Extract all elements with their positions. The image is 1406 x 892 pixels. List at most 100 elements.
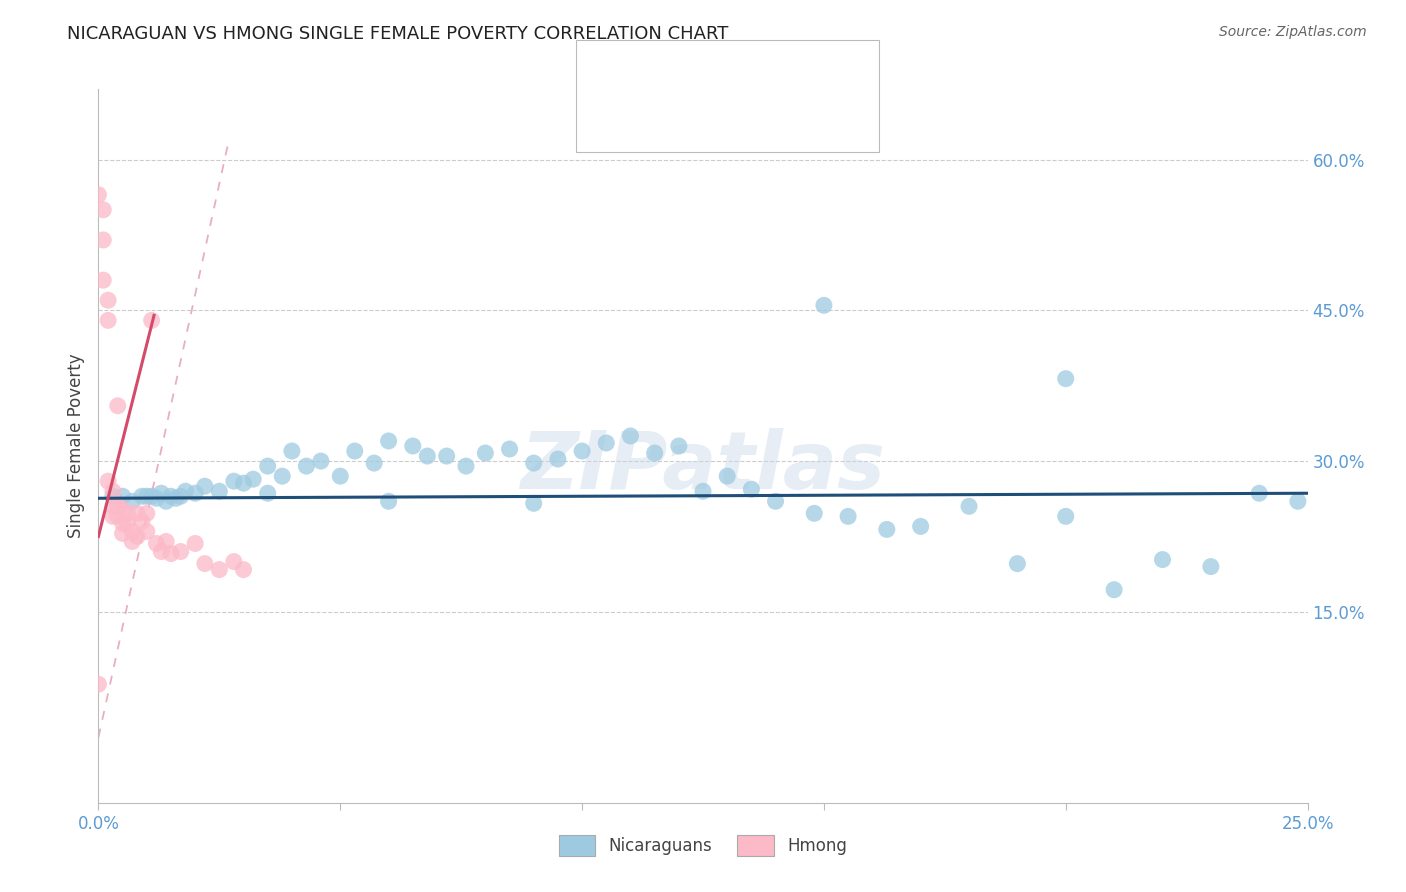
Point	[160, 489, 183, 503]
Point	[692, 484, 714, 499]
Point	[101, 489, 124, 503]
Point	[309, 454, 332, 468]
Point	[1054, 509, 1077, 524]
Text: R =: R =	[634, 62, 673, 81]
Point	[145, 536, 167, 550]
Point	[222, 555, 245, 569]
Point	[121, 494, 143, 508]
Text: 0.020: 0.020	[676, 62, 733, 81]
Point	[595, 436, 617, 450]
Point	[474, 446, 496, 460]
Point	[141, 313, 163, 327]
Point	[837, 509, 859, 524]
Point	[547, 452, 569, 467]
Point	[232, 563, 254, 577]
Point	[256, 459, 278, 474]
Point	[498, 442, 520, 456]
Text: ZIPatlas: ZIPatlas	[520, 428, 886, 507]
Point	[295, 459, 318, 474]
Point	[107, 500, 129, 514]
Text: N =: N =	[730, 112, 769, 130]
Point	[1249, 486, 1271, 500]
Point	[876, 523, 898, 537]
Point	[169, 489, 191, 503]
Text: 37: 37	[769, 112, 794, 130]
Point	[281, 444, 304, 458]
Point	[765, 494, 787, 508]
Point	[111, 516, 134, 531]
Point	[91, 273, 114, 287]
Point	[131, 515, 153, 529]
Legend: Nicaraguans, Hmong: Nicaraguans, Hmong	[553, 829, 853, 863]
Point	[174, 484, 197, 499]
Point	[97, 313, 120, 327]
Point	[1102, 582, 1125, 597]
Point	[523, 456, 546, 470]
Point	[222, 474, 245, 488]
Point	[1286, 494, 1309, 508]
Point	[957, 500, 980, 514]
Point	[402, 439, 425, 453]
Point	[127, 506, 149, 520]
Text: NICARAGUAN VS HMONG SINGLE FEMALE POVERTY CORRELATION CHART: NICARAGUAN VS HMONG SINGLE FEMALE POVERT…	[67, 25, 728, 43]
Point	[145, 491, 167, 506]
Point	[571, 444, 593, 458]
Point	[107, 399, 129, 413]
Point	[111, 526, 134, 541]
Point	[363, 456, 385, 470]
Point	[141, 489, 163, 503]
Point	[107, 509, 129, 524]
Point	[101, 509, 124, 524]
Point	[377, 494, 399, 508]
Point	[150, 544, 173, 558]
Point	[416, 449, 439, 463]
Text: 62: 62	[769, 62, 794, 81]
Text: 0.335: 0.335	[676, 112, 733, 130]
Point	[377, 434, 399, 448]
Point	[454, 459, 477, 474]
Point	[111, 502, 134, 516]
Point	[150, 486, 173, 500]
Point	[131, 489, 153, 503]
Point	[165, 491, 187, 506]
Point	[716, 469, 738, 483]
Point	[644, 446, 666, 460]
Point	[329, 469, 352, 483]
Point	[813, 298, 835, 312]
Point	[194, 557, 217, 571]
Point	[910, 519, 932, 533]
Point	[232, 476, 254, 491]
Point	[668, 439, 690, 453]
Text: N =: N =	[730, 62, 769, 81]
Point	[803, 506, 825, 520]
Point	[184, 536, 207, 550]
Point	[1199, 559, 1222, 574]
Point	[121, 524, 143, 539]
Point	[121, 534, 143, 549]
Point	[343, 444, 366, 458]
Y-axis label: Single Female Poverty: Single Female Poverty	[66, 354, 84, 538]
Point	[160, 547, 183, 561]
Point	[1152, 552, 1174, 566]
Point	[111, 489, 134, 503]
Point	[135, 506, 157, 520]
Point	[242, 472, 264, 486]
Point	[101, 500, 124, 514]
Point	[91, 233, 114, 247]
Point	[127, 529, 149, 543]
Point	[155, 534, 177, 549]
Point	[194, 479, 217, 493]
Point	[619, 429, 641, 443]
Point	[135, 524, 157, 539]
Point	[208, 563, 231, 577]
Point	[91, 202, 114, 217]
Text: R =: R =	[634, 112, 673, 130]
Point	[740, 482, 762, 496]
Point	[169, 544, 191, 558]
Point	[436, 449, 458, 463]
Point	[135, 489, 157, 503]
Point	[271, 469, 294, 483]
Point	[523, 496, 546, 510]
Point	[155, 494, 177, 508]
Point	[87, 677, 110, 691]
